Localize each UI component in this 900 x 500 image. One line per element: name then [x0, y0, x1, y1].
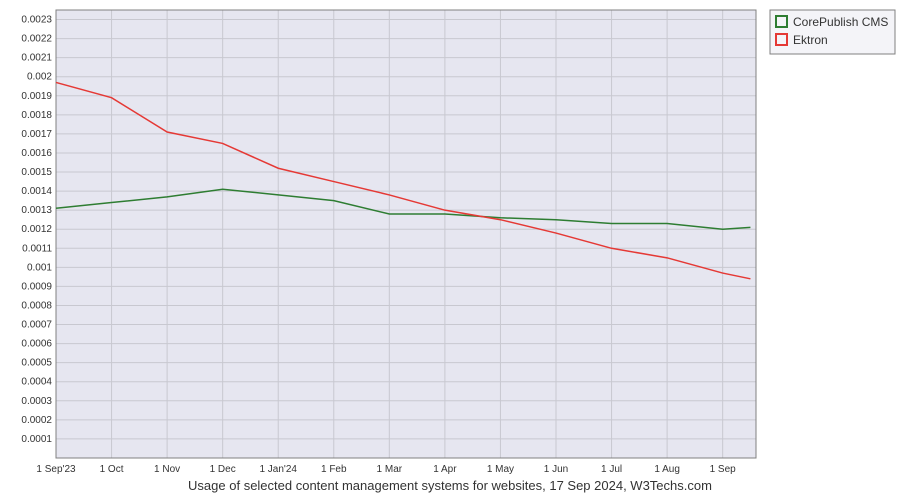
- x-tick-label: 1 Feb: [321, 464, 347, 475]
- chart-container: 0.0001 0.0002 0.0003 0.0004 0.0005 0.0006 0.00…: [0, 0, 900, 500]
- y-tick-label: 0.0014: [21, 186, 52, 197]
- y-tick-label: 0.002: [27, 72, 52, 83]
- y-tick-label: 0.0013: [21, 205, 52, 216]
- x-tick-label: 1 Sep'23: [36, 464, 76, 475]
- x-tick-label: 1 May: [487, 464, 514, 475]
- y-tick-label: 0.0015: [21, 167, 52, 178]
- x-tick-label: 1 Apr: [433, 464, 457, 475]
- y-tick-label: 0.0011: [22, 243, 52, 254]
- chart-caption: Usage of selected content management sys…: [188, 478, 712, 493]
- y-tick-label: 0.0018: [21, 110, 52, 121]
- y-tick-label: 0.0005: [21, 358, 52, 369]
- y-tick-label: 0.0003: [21, 396, 52, 407]
- y-tick-label: 0.0021: [21, 53, 52, 64]
- x-tick-label: 1 Jun: [544, 464, 568, 475]
- y-tick-label: 0.0017: [21, 129, 52, 140]
- legend-label: Ektron: [793, 33, 828, 47]
- x-tick-label: 1 Oct: [100, 464, 124, 475]
- x-tick-label: 1 Jan'24: [259, 464, 297, 475]
- y-tick-label: 0.0019: [21, 91, 52, 102]
- x-tick-label: 1 Sep: [710, 464, 737, 475]
- x-tick-label: 1 Jul: [601, 464, 622, 475]
- x-tick-label: 1 Aug: [654, 464, 680, 475]
- y-tick-label: 0.0009: [21, 281, 52, 292]
- y-tick-label: 0.0022: [21, 34, 52, 45]
- y-tick-label: 0.0023: [21, 15, 52, 26]
- y-tick-label: 0.0016: [21, 148, 52, 159]
- line-chart: 0.0001 0.0002 0.0003 0.0004 0.0005 0.0006 0.00…: [0, 0, 900, 500]
- legend-label: CorePublish CMS: [793, 15, 888, 29]
- y-tick-label: 0.0012: [21, 224, 52, 235]
- y-tick-label: 0.0002: [21, 415, 52, 426]
- y-tick-label: 0.0007: [21, 320, 52, 331]
- y-tick-label: 0.0004: [21, 377, 52, 388]
- y-tick-label: 0.001: [27, 262, 52, 273]
- y-tick-label: 0.0006: [21, 339, 52, 350]
- x-tick-label: 1 Nov: [154, 464, 180, 475]
- y-tick-label: 0.0008: [21, 300, 52, 311]
- x-tick-label: 1 Mar: [377, 464, 403, 475]
- y-tick-label: 0.0001: [21, 434, 52, 445]
- x-tick-label: 1 Dec: [210, 464, 236, 475]
